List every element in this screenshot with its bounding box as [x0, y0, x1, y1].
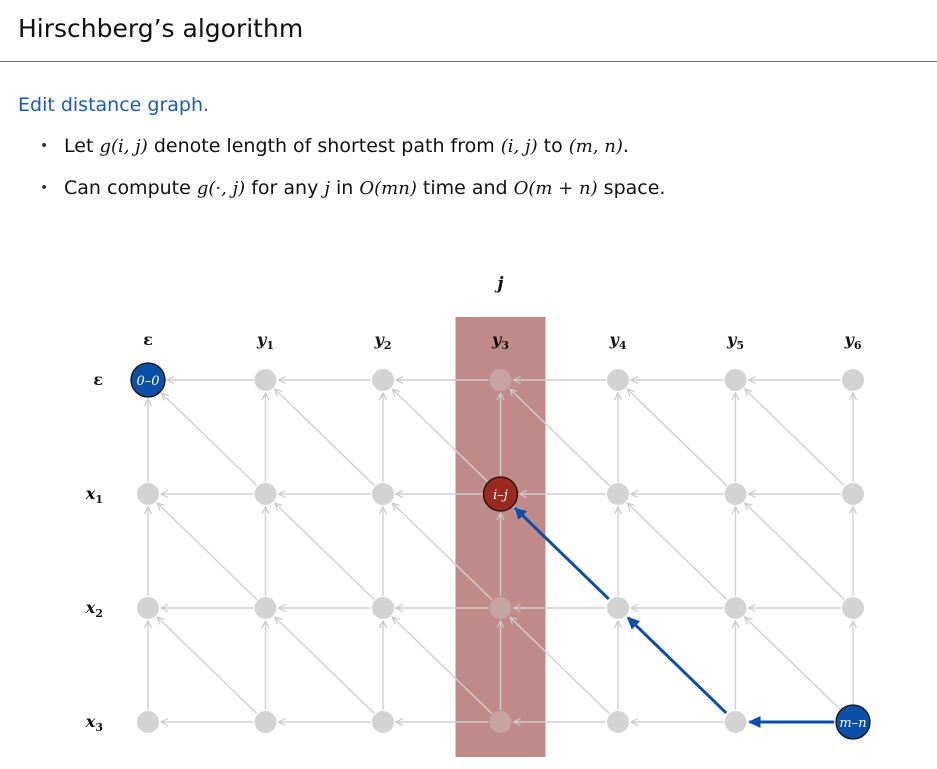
graph-node [724, 597, 747, 619]
bullet-2-text-pre: Can compute [64, 177, 197, 199]
end-node [835, 704, 871, 740]
edge-diagonal [157, 617, 258, 715]
edit-distance-graph: 0–0 i–j m–n j ε y1 y2 y3 y4 y5 y6 ε x1 x2 x3 [85, 274, 871, 757]
subheading: Edit distance graph. [18, 94, 210, 116]
edge-diagonal [627, 389, 728, 487]
bullet-2-text-post: space. [597, 177, 666, 199]
graph-node [724, 711, 747, 733]
bullet-dot-icon: • [40, 180, 49, 196]
graph-node [607, 369, 629, 391]
edge-diagonal [275, 617, 375, 715]
bullet-item-1: • Let g(i, j) denote length of shortest … [40, 128, 665, 170]
graph-node [842, 483, 864, 505]
shortest-path-arrow [513, 506, 610, 601]
edge-diagonal [157, 503, 258, 601]
start-node-label: 0–0 [136, 374, 159, 389]
column-label: y2 [374, 330, 392, 352]
middle-node [482, 476, 519, 512]
graph-node [372, 711, 394, 733]
edge-diagonal [392, 389, 489, 482]
graph-node [607, 597, 629, 619]
bullet-2-text-mid2: in [329, 177, 360, 199]
row-label: ε [93, 370, 103, 389]
graph-node [607, 483, 629, 505]
column-label: y4 [609, 330, 627, 352]
graph-node [489, 597, 512, 619]
graph-node [254, 483, 277, 505]
edge-diagonal [745, 617, 841, 710]
title-divider [0, 61, 937, 62]
graph-node [724, 369, 747, 391]
graph-node [372, 597, 394, 619]
middle-node-label: i–j [493, 488, 508, 503]
graph-node [254, 369, 277, 391]
bullet-2-text-mid3: time and [416, 177, 514, 199]
bullet-1-text-to: to [537, 135, 569, 157]
graph-node [137, 711, 159, 733]
column-label: ε [143, 330, 153, 349]
graph-node [254, 711, 277, 733]
math-space: O(m + n) [513, 178, 598, 199]
bullet-item-2: • Can compute g(·, j) for any j in O(mn)… [40, 170, 665, 212]
edge-diagonal [510, 389, 610, 487]
math-time: O(mn) [359, 178, 417, 199]
edge-diagonal [275, 389, 375, 487]
bullet-list: • Let g(i, j) denote length of shortest … [40, 128, 665, 212]
edge-diagonal [392, 617, 493, 715]
edge-diagonal [627, 503, 728, 601]
edge-diagonal [745, 503, 845, 601]
bullet-1-text-post: . [622, 135, 629, 157]
math-g-dot-j: g(·, j) [196, 178, 246, 199]
bullet-2-text-mid1: for any [245, 177, 325, 199]
bullet-1-text-pre: Let [64, 135, 100, 157]
graph-node [842, 597, 864, 619]
math-j: j [324, 178, 330, 199]
math-mn: (m, n) [568, 136, 623, 157]
column-label: y3 [491, 330, 509, 352]
graph-node [137, 597, 159, 619]
shortest-path-arrow [627, 616, 728, 715]
math-g-ij: g(i, j) [99, 136, 148, 157]
edge-diagonal [162, 393, 258, 487]
edge-diagonal [510, 617, 610, 715]
edge-diagonal [275, 503, 375, 601]
graph-node [254, 597, 277, 619]
graph-node [842, 369, 864, 391]
column-label: y5 [726, 330, 744, 352]
column-label: y1 [256, 330, 274, 352]
graph-node [372, 369, 394, 391]
bullet-dot-icon: • [40, 138, 49, 154]
edge-diagonal [745, 389, 845, 487]
graph-node [137, 483, 159, 505]
math-ij: (i, j) [500, 136, 538, 157]
slide-title: Hirschberg’s algorithm [18, 14, 304, 43]
start-node [130, 362, 166, 398]
graph-node [372, 483, 394, 505]
edge-diagonal [392, 503, 493, 601]
graph-node [724, 483, 747, 505]
row-label: x2 [85, 598, 103, 620]
row-label: x3 [85, 712, 103, 734]
end-node-label: m–n [839, 716, 866, 731]
row-label: x1 [85, 484, 103, 506]
column-j-label: j [494, 274, 504, 294]
graph-node [489, 711, 512, 733]
column-label: y6 [844, 330, 862, 352]
graph-node [607, 711, 629, 733]
graph-node [489, 369, 512, 391]
bullet-1-text-mid: denote length of shortest path from [147, 135, 501, 157]
